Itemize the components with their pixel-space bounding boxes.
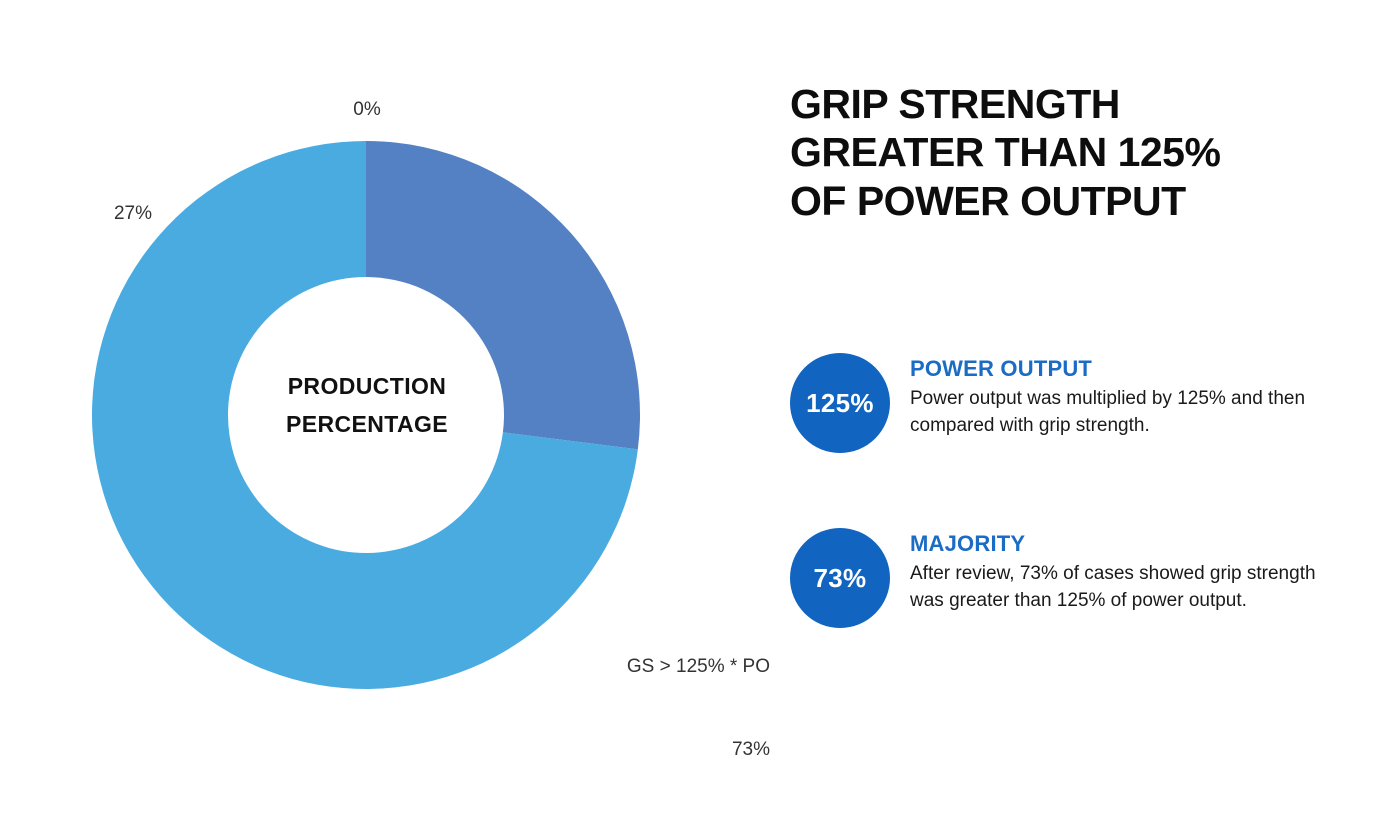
donut-slice (92, 141, 638, 689)
donut-center-label: PRODUCTION PERCENTAGE (228, 368, 506, 444)
donut-chart-panel: PRODUCTION PERCENTAGE 0% 27% GS > 125% *… (92, 99, 770, 760)
stat-badge: 125% (790, 353, 890, 453)
info-panel: GRIP STRENGTH GREATER THAN 125% OF POWER… (790, 0, 1350, 782)
page-title: GRIP STRENGTH GREATER THAN 125% OF POWER… (790, 81, 1221, 224)
donut-center-line-2: PERCENTAGE (285, 410, 449, 437)
legend-heading: POWER OUTPUT (910, 356, 1093, 381)
legend-text-block: POWER OUTPUT Power output was multiplied… (890, 353, 1335, 440)
donut-center-line-1: PRODUCTION (287, 373, 447, 399)
donut-slice (366, 141, 641, 450)
legend-item-majority: 73% MAJORITY After review, 73% of cases … (790, 528, 1335, 628)
donut-chart-graphic (92, 141, 641, 689)
legend-body: After review, 73% of cases showed grip s… (910, 563, 1316, 611)
slice-label-27: 27% (113, 203, 153, 224)
legend-heading: MAJORITY (910, 531, 1026, 556)
slice-label-73-line-2: 73% (731, 738, 770, 760)
slice-label-73-line-1: GS > 125% * PO (626, 656, 770, 678)
slice-label-zero: 0% (353, 99, 381, 120)
stat-badge: 73% (790, 528, 890, 628)
donut-slice-group (92, 141, 641, 689)
legend-item-power-output: 125% POWER OUTPUT Power output was multi… (790, 353, 1335, 453)
slice-label-73: GS > 125% * PO 73% (570, 598, 770, 818)
legend-text-block: MAJORITY After review, 73% of cases show… (890, 528, 1335, 615)
legend-body: Power output was multiplied by 125% and … (910, 388, 1306, 436)
